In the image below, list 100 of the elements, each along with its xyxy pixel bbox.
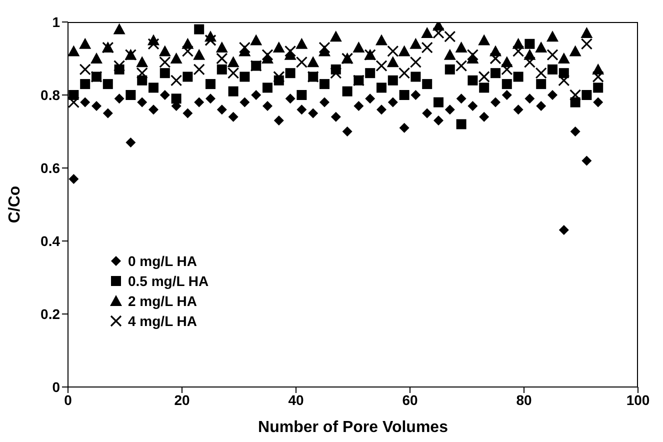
point: [216, 42, 228, 53]
point: [444, 48, 456, 60]
point: [399, 90, 410, 100]
point: [376, 104, 386, 115]
point: [240, 72, 250, 82]
point: [478, 34, 490, 46]
legend-label: 0 mg/L HA: [128, 253, 197, 269]
point: [490, 52, 502, 64]
point: [468, 100, 478, 111]
point: [548, 64, 558, 74]
point: [468, 75, 478, 86]
point: [320, 79, 330, 90]
point: [206, 94, 216, 104]
point: [582, 156, 592, 166]
point: [536, 100, 546, 111]
point: [456, 60, 468, 72]
point: [478, 70, 490, 83]
point: [524, 56, 536, 68]
point: [194, 24, 204, 34]
point: [536, 79, 546, 90]
y-tick-label: 0.4: [40, 232, 60, 249]
x-tick-label: 20: [174, 392, 190, 408]
point: [535, 67, 547, 79]
point: [228, 67, 240, 79]
point: [422, 108, 432, 118]
point: [170, 74, 182, 86]
point: [159, 56, 171, 68]
point: [308, 108, 318, 118]
point: [216, 64, 227, 74]
point: [193, 64, 205, 76]
point: [422, 79, 432, 90]
point: [444, 30, 456, 42]
point: [68, 45, 80, 56]
point: [285, 68, 296, 78]
point: [320, 97, 330, 108]
point: [342, 126, 352, 136]
point: [273, 70, 285, 83]
x-tick-label: 40: [288, 392, 304, 408]
point: [444, 64, 455, 74]
point: [194, 97, 204, 108]
point: [398, 67, 410, 79]
point: [456, 94, 466, 104]
point: [466, 49, 478, 61]
point: [126, 137, 136, 148]
point: [79, 64, 91, 76]
point: [80, 79, 90, 90]
point: [546, 30, 558, 42]
point: [158, 45, 171, 56]
point: [592, 70, 604, 83]
point: [114, 94, 124, 104]
point: [410, 72, 421, 82]
point: [113, 23, 126, 34]
point: [376, 60, 388, 72]
point: [388, 97, 398, 108]
point: [90, 52, 102, 64]
point: [136, 56, 148, 68]
x-tick-label: 100: [626, 392, 650, 408]
y-tick-label: 1: [52, 14, 60, 30]
y-tick-label: 0.2: [40, 306, 60, 322]
point: [546, 49, 558, 61]
point: [455, 42, 468, 53]
y-tick-label: 0.6: [40, 160, 60, 176]
point: [501, 64, 513, 76]
point: [102, 108, 113, 118]
point: [296, 104, 307, 115]
point: [92, 100, 102, 111]
point: [114, 60, 126, 72]
legend-label: 2 mg/L HA: [128, 293, 197, 309]
point: [570, 126, 580, 136]
point: [387, 45, 399, 57]
point: [262, 49, 274, 61]
point: [330, 30, 342, 42]
point: [182, 45, 194, 57]
point: [479, 112, 490, 122]
point: [558, 225, 569, 236]
point: [148, 38, 160, 50]
point: [206, 79, 216, 90]
point: [456, 119, 466, 130]
point: [580, 38, 592, 50]
point: [352, 42, 365, 53]
point: [262, 100, 272, 111]
point: [68, 174, 79, 184]
point: [399, 122, 410, 133]
point: [274, 116, 284, 126]
point: [513, 72, 524, 82]
point: [570, 97, 580, 108]
point: [354, 100, 364, 111]
x-tick-label: 60: [402, 392, 418, 408]
point: [240, 97, 250, 108]
point: [80, 97, 90, 108]
point: [238, 42, 250, 54]
point: [296, 38, 308, 49]
x-axis-title: Number of Pore Volumes: [258, 419, 448, 436]
point: [251, 90, 262, 100]
point: [502, 79, 512, 90]
point: [570, 89, 582, 101]
point: [318, 42, 330, 54]
point: [160, 90, 170, 100]
point: [137, 97, 148, 108]
point: [296, 56, 308, 68]
